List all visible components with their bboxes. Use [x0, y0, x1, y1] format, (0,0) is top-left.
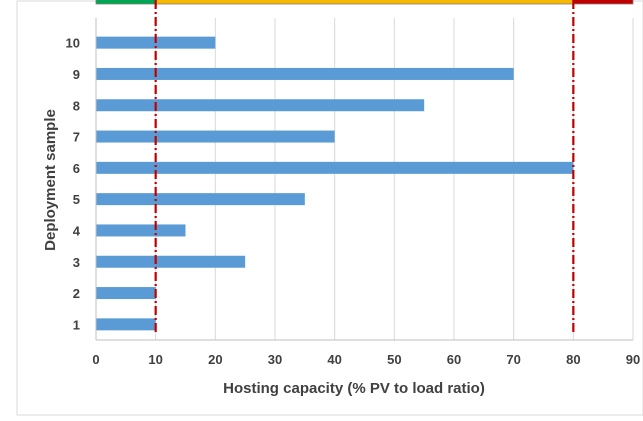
- x-tick-label: 0: [92, 352, 99, 367]
- y-tick-label: 8: [73, 98, 80, 113]
- y-tick-label: 5: [73, 192, 80, 207]
- x-tick-label: 10: [148, 352, 162, 367]
- y-tick-label: 4: [73, 223, 81, 238]
- band-segment-1: [155, 0, 574, 5]
- x-tick-label: 60: [447, 352, 461, 367]
- bar-sample-6: [96, 161, 574, 174]
- y-tick-label: 1: [73, 317, 80, 332]
- x-tick-label: 20: [208, 352, 222, 367]
- bar-sample-9: [96, 67, 514, 80]
- y-tick-label: 7: [73, 130, 80, 145]
- y-tick-labels: 1 2 3 4 5 6 7 8 9 10: [66, 36, 81, 333]
- bar-sample-3: [96, 255, 246, 268]
- band-segment-0: [95, 0, 157, 5]
- y-tick-label: 10: [66, 36, 80, 51]
- y-tick-label: 9: [73, 67, 80, 82]
- bar-sample-2: [96, 287, 156, 300]
- bar-sample-4: [96, 224, 186, 237]
- bar-sample-5: [96, 193, 305, 206]
- x-tick-label: 70: [506, 352, 520, 367]
- bar-sample-7: [96, 130, 335, 143]
- x-tick-label: 80: [566, 352, 580, 367]
- x-axis-label: Hosting capacity (% PV to load ratio): [223, 380, 485, 397]
- y-tick-label: 2: [73, 286, 80, 301]
- bars: [96, 36, 574, 331]
- bar-sample-1: [96, 318, 156, 331]
- reference-lines: [154, 0, 575, 332]
- bar-sample-8: [96, 99, 425, 112]
- x-tick-label: 40: [327, 352, 341, 367]
- x-tick-labels: 0 10 20 30 40 50 60 70 80 90: [92, 352, 640, 367]
- x-tick-label: 50: [387, 352, 401, 367]
- x-tick-label: 90: [626, 352, 640, 367]
- top-band: [95, 0, 634, 5]
- y-tick-label: 3: [73, 255, 80, 270]
- y-axis-label: Deployment sample: [42, 109, 59, 251]
- y-tick-label: 6: [73, 161, 80, 176]
- band-segment-2: [572, 0, 634, 5]
- axes: [95, 18, 633, 341]
- x-tick-label: 30: [268, 352, 282, 367]
